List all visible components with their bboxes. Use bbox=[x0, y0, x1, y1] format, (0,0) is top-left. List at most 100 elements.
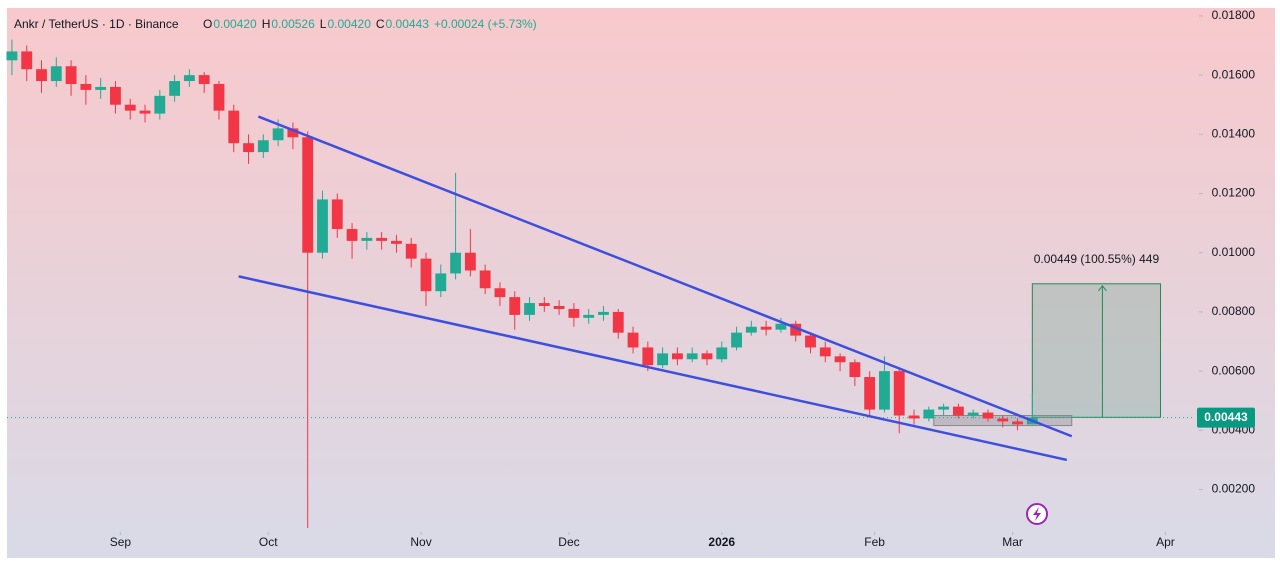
candle-body bbox=[198, 75, 210, 84]
candle-body bbox=[849, 362, 861, 378]
candle-body bbox=[819, 347, 831, 357]
candle-body bbox=[923, 409, 935, 419]
candle-body bbox=[731, 332, 742, 348]
candle-body bbox=[124, 104, 136, 111]
y-tick-label: 0.00600 bbox=[1212, 363, 1256, 377]
candle-body bbox=[686, 353, 698, 360]
y-tick-label: 0.01400 bbox=[1212, 126, 1256, 140]
candle-body bbox=[775, 323, 787, 330]
candle-body bbox=[671, 353, 683, 360]
candle-body bbox=[982, 412, 994, 419]
candle-body bbox=[420, 258, 432, 292]
candle-body bbox=[435, 273, 447, 292]
candle-body bbox=[302, 137, 314, 253]
candle-body bbox=[405, 243, 417, 259]
trendline bbox=[238, 275, 1068, 462]
candle-body bbox=[21, 51, 33, 70]
candle-body bbox=[805, 335, 816, 348]
candle-body bbox=[110, 86, 121, 105]
x-tick-label: Dec bbox=[558, 535, 579, 549]
y-tick-label: 0.01800 bbox=[1212, 8, 1256, 22]
ohlc-key: L bbox=[320, 17, 327, 31]
target-arrow-head bbox=[1098, 284, 1107, 292]
candle-body bbox=[938, 406, 950, 410]
candle-body bbox=[183, 75, 195, 82]
candle-body bbox=[154, 95, 166, 114]
change: +0.00024 (+5.73%) bbox=[434, 17, 537, 31]
candle-body bbox=[50, 66, 62, 82]
x-tick-label: 2026 bbox=[708, 535, 735, 549]
candle-body bbox=[864, 377, 876, 410]
candle-body bbox=[376, 237, 388, 241]
ohlc-key: O bbox=[203, 17, 212, 31]
candle-body bbox=[243, 143, 254, 153]
candle-body bbox=[317, 199, 328, 253]
candle-body bbox=[538, 303, 550, 306]
candle-body bbox=[598, 311, 609, 315]
x-tick-label: Apr bbox=[1156, 535, 1175, 549]
candle-body bbox=[583, 314, 595, 318]
candle-body bbox=[479, 270, 491, 289]
plot: 0.01800 0.01600 0.01400 0.01200 0.01000 0.008… bbox=[6, 8, 1256, 549]
candle-body bbox=[213, 84, 225, 111]
symbol: Ankr / TetherUS · 1D · Binance bbox=[14, 17, 179, 31]
candle-body bbox=[391, 240, 402, 244]
ohlc-value: 0.00420 bbox=[213, 17, 257, 31]
candle-body bbox=[908, 415, 920, 419]
x-tick-label: Feb bbox=[864, 535, 885, 549]
candle-body bbox=[879, 371, 890, 410]
candle-body bbox=[450, 252, 462, 274]
candle-body bbox=[1012, 421, 1023, 425]
candle-body bbox=[612, 311, 624, 333]
candle-body bbox=[228, 110, 240, 144]
candle-body bbox=[524, 303, 535, 315]
x-tick-label: Sep bbox=[110, 535, 132, 549]
y-tick-label: 0.01000 bbox=[1212, 245, 1256, 259]
candle-body bbox=[139, 110, 151, 114]
ohlc-value: 0.00443 bbox=[386, 17, 430, 31]
candle-body bbox=[701, 353, 713, 360]
candle-body bbox=[6, 51, 18, 61]
candle-body bbox=[568, 308, 580, 318]
candle-body bbox=[346, 229, 358, 241]
last-price-label: 0.00443 bbox=[1204, 410, 1248, 424]
y-tick-label: 0.00800 bbox=[1212, 304, 1256, 318]
candle-body bbox=[553, 306, 565, 309]
candle-body bbox=[331, 199, 343, 230]
candle-body bbox=[509, 297, 521, 315]
ohlc-value: 0.00526 bbox=[271, 17, 315, 31]
last-price-badge bbox=[1197, 407, 1255, 428]
flash-icon bbox=[1026, 503, 1048, 525]
x-tick-label: Oct bbox=[259, 535, 278, 549]
ohlc-value: 0.00420 bbox=[327, 17, 371, 31]
candle-body bbox=[494, 288, 506, 298]
candle-body bbox=[36, 69, 47, 82]
ohlc-key: H bbox=[262, 17, 271, 31]
candle-body bbox=[834, 356, 846, 363]
candle-body bbox=[642, 347, 654, 366]
candle-body bbox=[716, 347, 728, 360]
candle-body bbox=[967, 412, 979, 416]
trendline bbox=[257, 115, 1073, 438]
candle-body bbox=[169, 81, 181, 96]
candle-body bbox=[657, 353, 669, 366]
candle-body bbox=[790, 323, 802, 336]
background bbox=[7, 8, 1275, 558]
candle-body bbox=[272, 128, 284, 141]
candle-body bbox=[745, 326, 757, 333]
x-tick-label: Nov bbox=[410, 535, 431, 549]
candle-body bbox=[287, 128, 299, 138]
y-tick-label: 0.01200 bbox=[1212, 186, 1256, 200]
candle-body bbox=[464, 252, 476, 271]
candle-body bbox=[361, 237, 373, 241]
candle-body bbox=[80, 84, 92, 90]
candle-body bbox=[627, 332, 639, 348]
target-box bbox=[1031, 283, 1161, 418]
ohlc-legend: O 0.00420 H 0.00526 L 0.00420 C 0.00443 +0.00024… bbox=[203, 17, 537, 31]
candle-body bbox=[760, 326, 772, 330]
candle-body bbox=[257, 140, 269, 153]
candle-body bbox=[893, 371, 905, 416]
y-tick-label: 0.01600 bbox=[1212, 67, 1256, 81]
